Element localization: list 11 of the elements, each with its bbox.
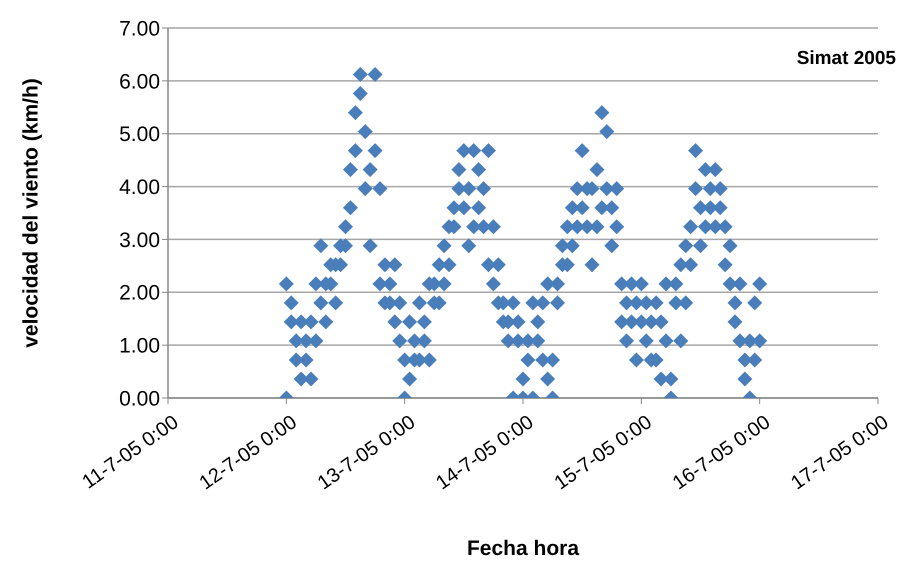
y-tick-label: 6.00 bbox=[119, 70, 160, 94]
x-axis-title: Fecha hora bbox=[466, 537, 580, 560]
y-tick-label: 7.00 bbox=[119, 17, 160, 40]
y-tick-label: 4.00 bbox=[119, 176, 160, 200]
y-tick-label: 0.00 bbox=[119, 387, 160, 410]
y-tick-label: 1.00 bbox=[119, 334, 160, 358]
annotation: Simat 2005 bbox=[796, 48, 896, 70]
y-axis-title: velocidad del viento (km/h) bbox=[19, 78, 42, 348]
y-tick-label: 2.00 bbox=[119, 282, 160, 305]
y-tick-label: 5.00 bbox=[119, 123, 160, 146]
y-tick-label: 3.00 bbox=[119, 228, 160, 252]
